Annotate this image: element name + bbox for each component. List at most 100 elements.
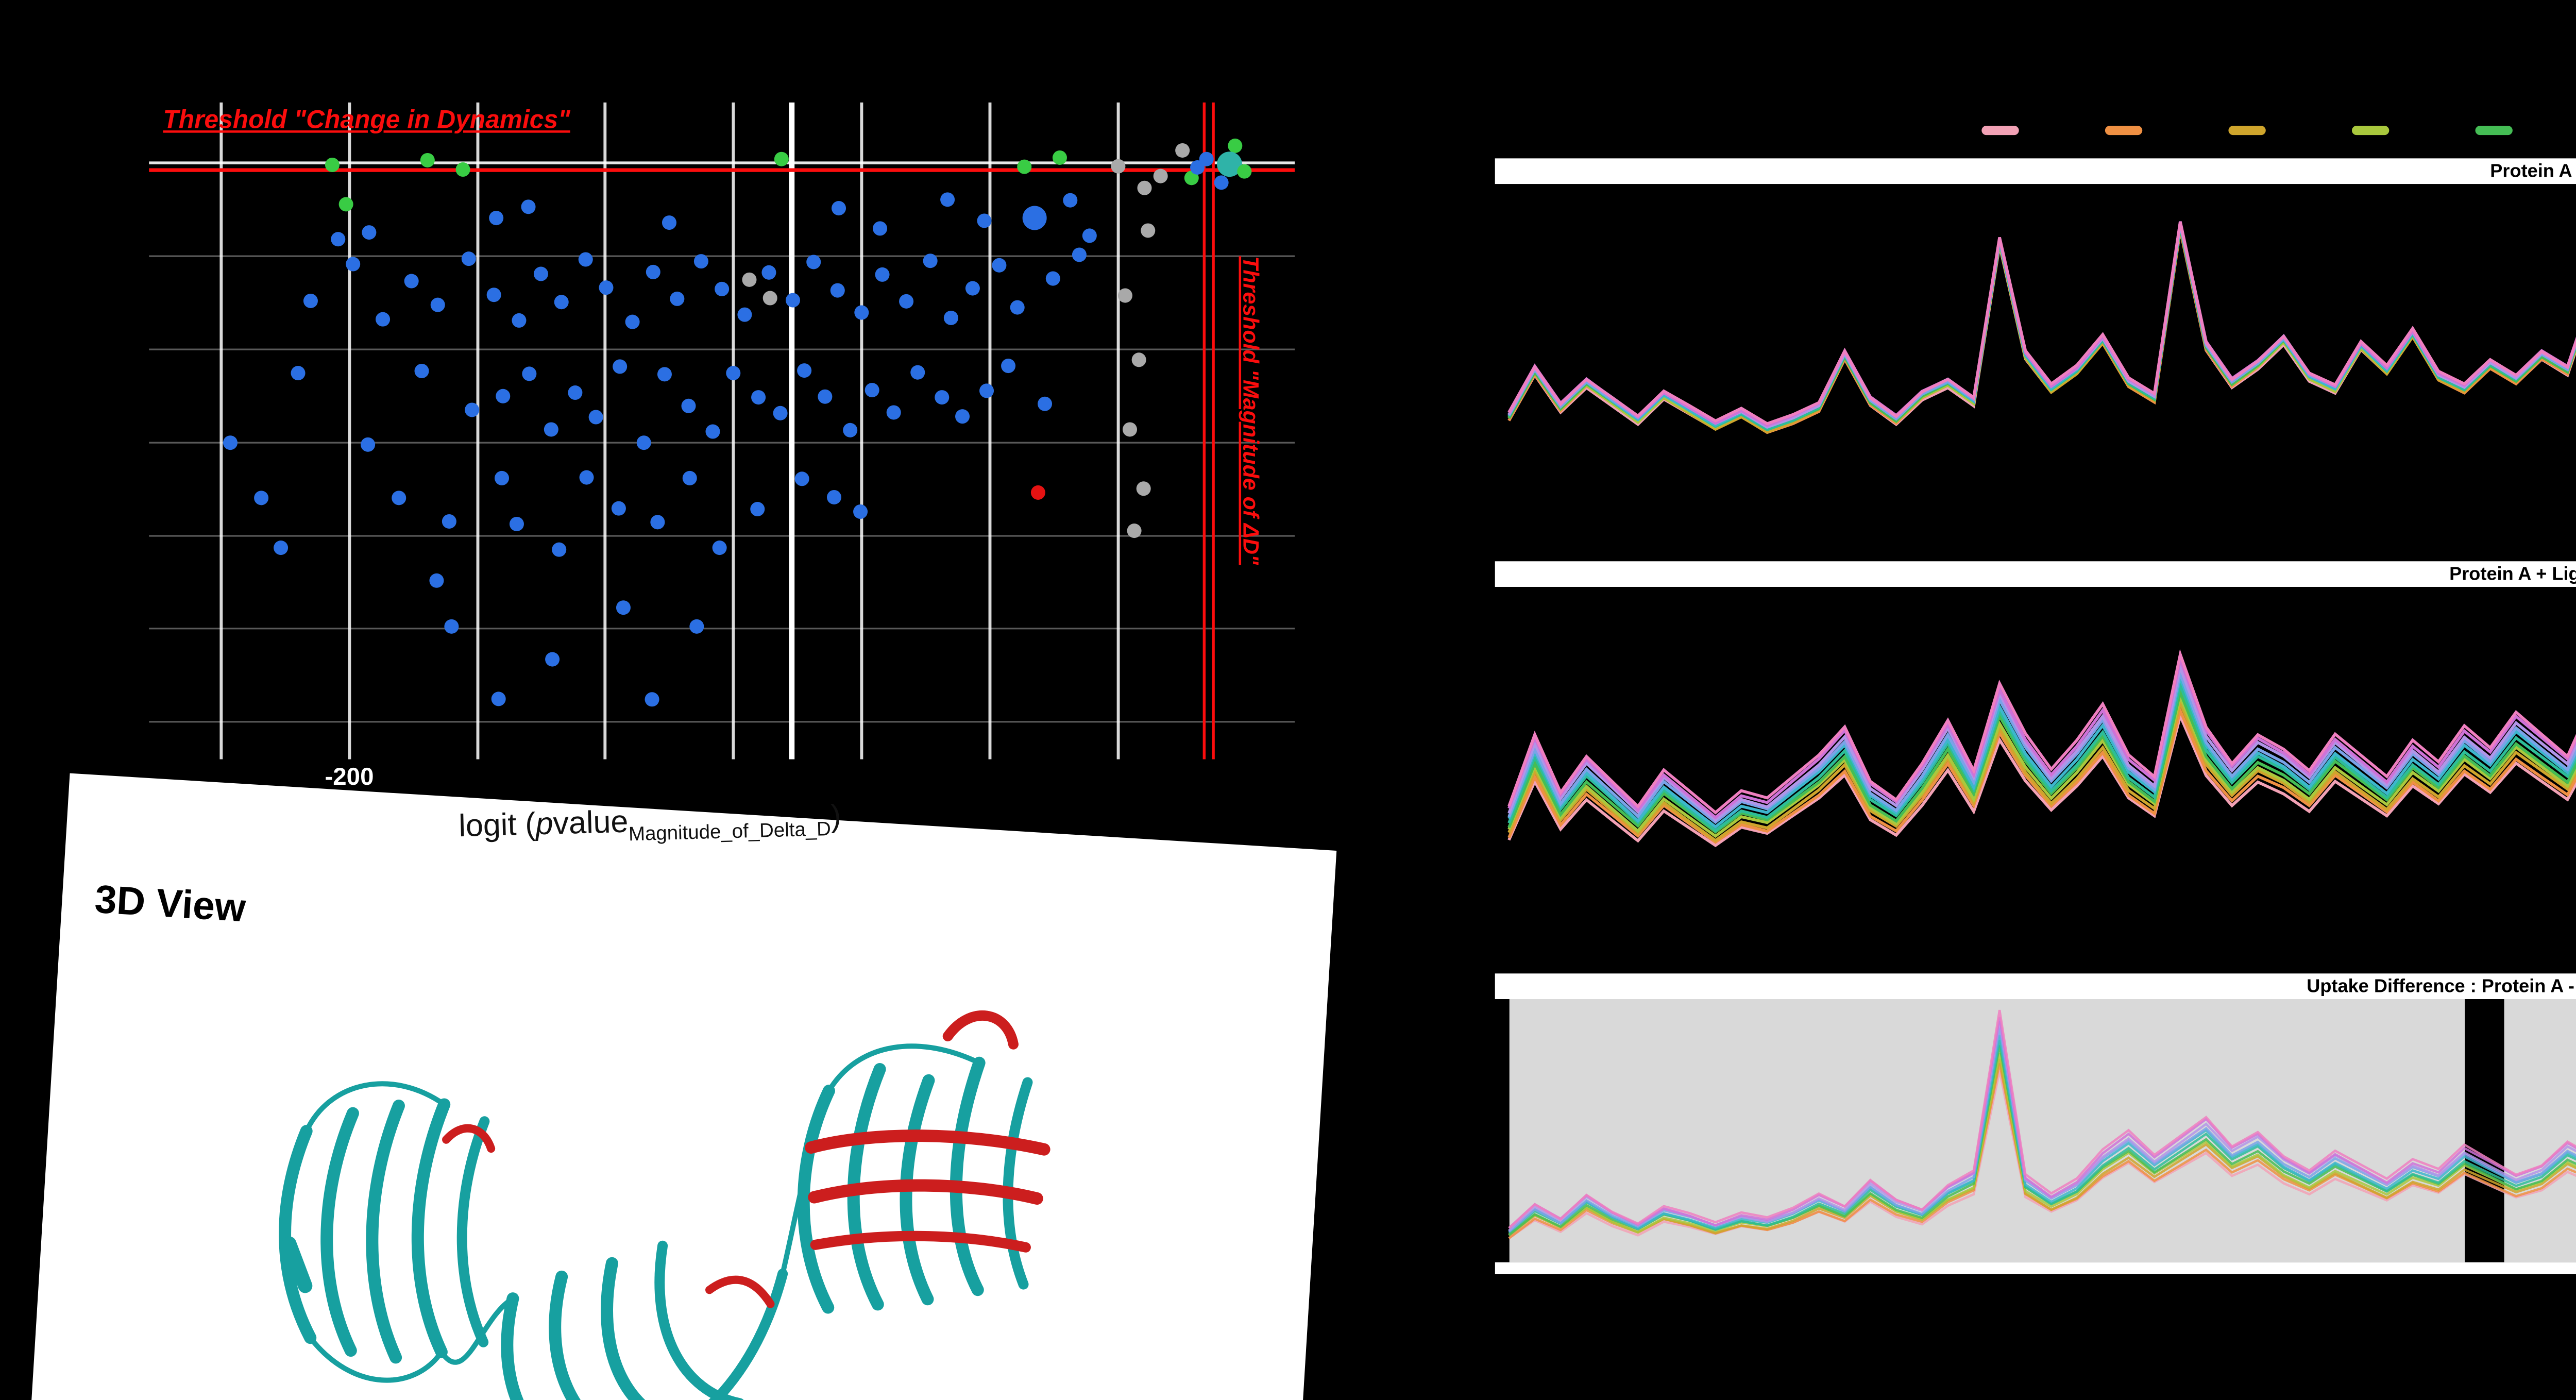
3d-view-panel[interactable]: 3D View [23,773,1337,1400]
scatter-point[interactable] [346,257,361,272]
scatter-point[interactable] [832,201,846,216]
scatter-point[interactable] [843,423,858,437]
scatter-point[interactable] [1175,143,1190,158]
legend-swatch[interactable] [2228,126,2266,134]
scatter-point[interactable] [682,470,697,485]
scatter-point[interactable] [689,619,704,634]
scatter-point[interactable] [1038,396,1053,411]
scatter-point[interactable] [742,272,757,287]
scatter-point[interactable] [442,514,456,529]
scatter-point[interactable] [331,232,346,247]
scatter-point[interactable] [521,199,536,214]
scatter-point[interactable] [568,385,583,400]
scatter-point[interactable] [1214,175,1229,190]
scatter-point[interactable] [955,409,970,424]
scatter-point[interactable] [512,313,527,328]
scatter-point[interactable] [554,295,569,310]
scatter-point[interactable] [613,359,628,374]
uptake-panel-svg-1[interactable] [1495,586,2576,970]
scatter-point[interactable] [491,691,506,706]
scatter-point[interactable] [1137,180,1152,195]
volcano-plot[interactable]: Threshold "Change in Dynamics" Threshold… [149,102,1295,845]
scatter-point[interactable] [818,389,833,404]
scatter-point[interactable] [376,312,391,327]
scatter-point[interactable] [977,213,992,228]
scatter-point[interactable] [1052,150,1067,165]
scatter-point[interactable] [645,692,659,707]
scatter-point[interactable] [853,504,868,519]
scatter-point[interactable] [533,266,548,281]
scatter-point[interactable] [943,310,958,325]
scatter-point[interactable] [657,367,672,382]
scatter-point[interactable] [1122,422,1138,437]
scatter-point[interactable] [545,652,560,667]
scatter-point[interactable] [646,264,660,279]
scatter-point[interactable] [794,471,809,486]
scatter-point[interactable] [899,294,914,309]
scatter-point[interactable] [992,258,1007,273]
scatter-point[interactable] [544,422,558,437]
scatter-point[interactable] [726,366,741,381]
scatter-point[interactable] [404,274,419,289]
scatter-point[interactable] [1131,352,1146,367]
scatter-point[interactable] [489,211,504,226]
scatter-point[interactable] [886,405,901,420]
scatter-point[interactable] [338,197,353,212]
scatter-point[interactable] [865,383,879,398]
scatter-point[interactable] [1111,159,1126,174]
scatter-point[interactable] [773,406,788,420]
scatter-point[interactable] [1190,160,1205,175]
scatter-point[interactable] [461,251,476,266]
scatter-point[interactable] [444,619,459,634]
scatter-point[interactable] [965,281,980,296]
scatter-point[interactable] [681,398,696,413]
scatter-point[interactable] [1063,193,1078,208]
protein-ribbon[interactable] [155,949,1187,1400]
scatter-point[interactable] [274,541,289,555]
scatter-point[interactable] [429,573,444,588]
scatter-point[interactable] [1217,151,1242,177]
scatter-point[interactable] [495,470,510,485]
scatter-point[interactable] [923,254,938,268]
scatter-point[interactable] [496,389,511,403]
scatter-point[interactable] [785,293,801,308]
scatter-point[interactable] [414,363,429,379]
scatter-point[interactable] [303,293,318,308]
scatter-point[interactable] [1199,151,1214,166]
scatter-point[interactable] [361,437,376,452]
scatter-point[interactable] [465,402,480,417]
scatter-point[interactable] [223,435,238,450]
scatter-point[interactable] [455,162,470,177]
scatter-point[interactable] [979,383,994,398]
scatter-point[interactable] [291,366,306,381]
scatter-point[interactable] [1017,159,1032,174]
scatter-point[interactable] [826,490,842,504]
scatter-point[interactable] [1010,300,1025,315]
scatter-point[interactable] [875,267,890,282]
scatter-point[interactable] [662,215,677,230]
scatter-point[interactable] [797,363,812,378]
scatter-point[interactable] [616,600,631,615]
scatter-point[interactable] [910,365,925,380]
scatter-point[interactable] [325,157,340,173]
scatter-point[interactable] [579,470,594,485]
scatter-point[interactable] [750,502,765,517]
scatter-point[interactable] [830,283,845,298]
scatter-point[interactable] [1082,228,1097,243]
scatter-point[interactable] [737,307,752,322]
scatter-point[interactable] [588,410,603,425]
scatter-point[interactable] [599,280,614,295]
scatter-point[interactable] [625,314,640,329]
scatter-point[interactable] [1127,524,1142,538]
scatter-point[interactable] [854,305,869,320]
scatter-point[interactable] [522,366,537,381]
scatter-point[interactable] [430,297,445,312]
scatter-point[interactable] [1030,485,1045,500]
scatter-point[interactable] [1117,288,1132,303]
scatter-point[interactable] [873,221,888,236]
uptake-panel-svg-0[interactable] [1495,183,2576,546]
scatter-point[interactable] [392,491,406,505]
scatter-point[interactable] [1001,359,1016,374]
scatter-point[interactable] [1022,206,1047,230]
scatter-point[interactable] [712,541,727,555]
